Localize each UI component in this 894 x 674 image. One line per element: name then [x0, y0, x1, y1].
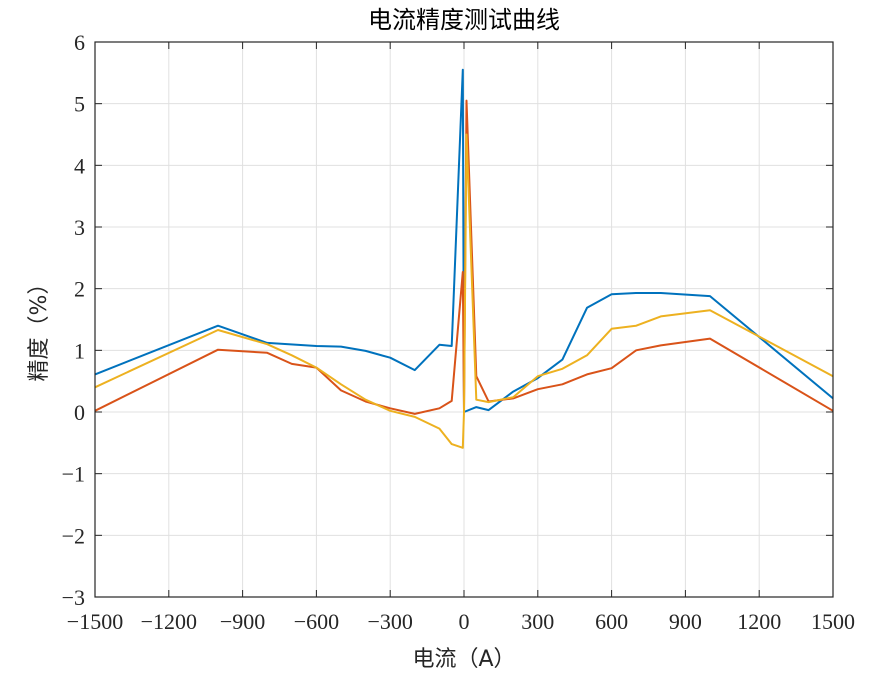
x-tick-labels: −1500 −1200 −900 −600 −300 0 300 600 900 1200 1500 [67, 609, 855, 634]
y-tick-label: −1 [62, 462, 85, 487]
y-tick-label: 3 [74, 215, 85, 240]
x-axis-label: 电流（A） [412, 647, 515, 672]
data-series [94, 68, 834, 449]
chart-title: 电流精度测试曲线 [368, 6, 560, 34]
x-tick-label: 900 [669, 609, 702, 634]
y-tick-label: 1 [74, 338, 85, 363]
y-tick-label: −2 [62, 523, 85, 548]
x-tick-label: −1500 [67, 609, 123, 634]
y-tick-label: 6 [74, 30, 85, 55]
x-tick-label: −300 [367, 609, 412, 634]
x-tick-label: −1200 [141, 609, 197, 634]
y-tick-labels: −3 −2 −1 0 1 2 3 4 5 6 [62, 30, 85, 610]
y-tick-label: 0 [74, 400, 85, 425]
y-tick-label: −3 [62, 585, 85, 610]
series-line-3 [94, 133, 834, 449]
x-tick-label: 600 [595, 609, 628, 634]
x-tick-label: 300 [521, 609, 554, 634]
x-tick-label: −600 [294, 609, 339, 634]
y-tick-label: 4 [74, 153, 85, 178]
tick-marks [94, 41, 834, 598]
x-tick-label: −900 [220, 609, 265, 634]
x-tick-label: 1500 [811, 609, 855, 634]
y-tick-label: 5 [74, 92, 85, 117]
y-axis-label: 精度（%） [27, 273, 52, 382]
x-tick-label: 1200 [737, 609, 781, 634]
x-tick-label: 0 [459, 609, 470, 634]
y-tick-label: 2 [74, 277, 85, 302]
